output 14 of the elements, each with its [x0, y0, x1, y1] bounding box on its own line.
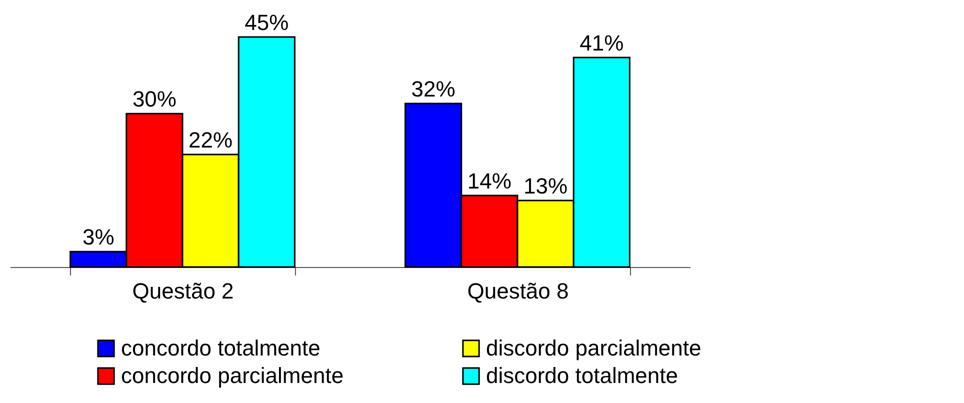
data-label: 45% — [244, 10, 289, 35]
x-tick-label: Questão 8 — [467, 278, 569, 304]
data-label: 13% — [524, 174, 568, 199]
data-label: 41% — [580, 30, 624, 56]
data-label: 22% — [188, 128, 233, 153]
data-label: 30% — [132, 86, 176, 112]
data-label: 32% — [411, 76, 456, 102]
data-label: 3% — [82, 224, 114, 250]
legend-label: concordo totalmente — [121, 335, 320, 360]
legend-label: concordo parcialmente — [121, 363, 344, 388]
legend-label: discordo totalmente — [486, 363, 678, 388]
legend-label: discordo parcialmente — [486, 335, 702, 360]
x-tick-label: Questão 2 — [132, 278, 234, 304]
data-label: 14% — [467, 168, 512, 194]
